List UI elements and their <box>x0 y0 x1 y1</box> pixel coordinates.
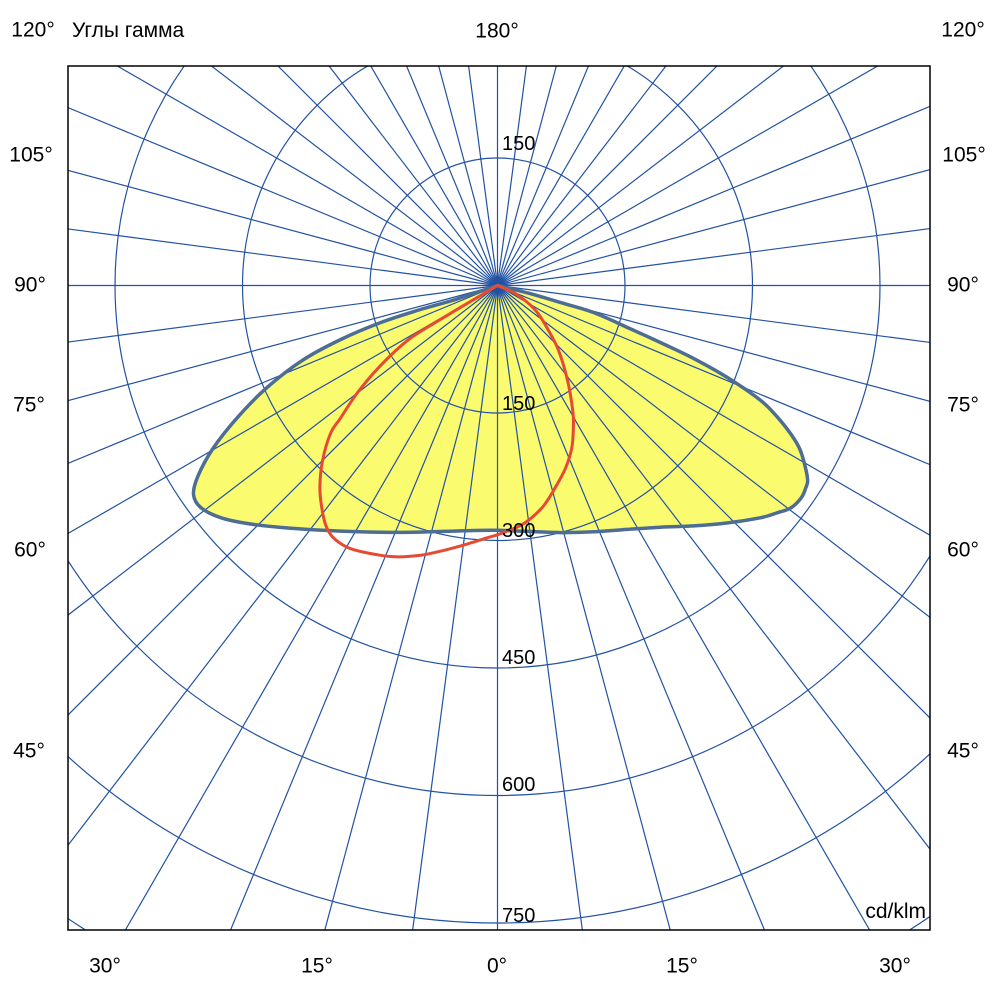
angle-label-left: 45° <box>13 739 45 763</box>
angle-label-top: 180° <box>475 19 519 43</box>
radial-line <box>412 285 499 930</box>
radial-line <box>68 284 498 535</box>
radial-line <box>497 66 667 286</box>
angle-label-right: 45° <box>947 739 979 763</box>
angle-label-top: 120° <box>941 18 985 42</box>
angle-label-right: 75° <box>947 393 979 417</box>
radial-line <box>496 66 590 286</box>
radial-line <box>497 284 930 344</box>
radial-line <box>277 66 498 286</box>
radial-line <box>68 284 498 402</box>
angle-label-right: 60° <box>947 538 979 562</box>
radial-line <box>68 284 498 343</box>
radial-line <box>68 228 498 287</box>
yellow-lobe-outline <box>191 283 810 535</box>
angle-label-left: 105° <box>9 143 53 167</box>
radial-line <box>497 66 785 286</box>
radial-line <box>328 66 498 286</box>
radial-line <box>68 285 498 616</box>
radial-line <box>68 169 498 287</box>
radial-line <box>68 284 498 465</box>
angle-label-right: 90° <box>947 273 979 297</box>
radial-line <box>229 285 499 930</box>
angle-label-bottom: 15° <box>666 954 698 978</box>
angle-label-right: 105° <box>942 143 986 167</box>
angle-label-bottom: 0° <box>486 954 508 978</box>
radial-line <box>497 66 879 287</box>
radial-line <box>496 66 625 286</box>
radial-line <box>405 66 499 286</box>
ring-label: 450 <box>502 647 535 669</box>
radial-line <box>497 227 930 287</box>
radial-line <box>497 285 930 719</box>
angle-label-bottom: 15° <box>301 954 333 978</box>
radial-line <box>497 66 718 286</box>
radial-line <box>497 105 930 287</box>
radial-line <box>324 285 499 930</box>
ring-label: 150 <box>502 133 535 155</box>
ring-label: 300 <box>502 520 535 542</box>
radial-line <box>370 66 499 286</box>
radial-line <box>68 106 498 287</box>
ring-label: 150 <box>502 393 535 415</box>
ring-label: 600 <box>502 774 535 796</box>
angle-label-bottom: 30° <box>89 954 121 978</box>
angle-label-bottom: 30° <box>879 954 911 978</box>
radial-line <box>496 285 766 930</box>
radial-line <box>124 285 499 930</box>
radial-line <box>210 66 498 286</box>
radial-line <box>496 285 871 930</box>
radial-line <box>116 66 498 287</box>
angle-label-left: 60° <box>14 538 46 562</box>
angle-label-left: 75° <box>13 393 45 417</box>
radial-line <box>497 284 930 466</box>
radial-line <box>496 285 583 930</box>
angle-label-left: 90° <box>14 273 46 297</box>
radial-line <box>497 284 930 536</box>
radial-line <box>497 285 930 851</box>
radial-line <box>497 285 930 619</box>
radial-line <box>68 285 498 847</box>
radial-line <box>497 284 930 403</box>
radial-line <box>467 66 499 286</box>
radial-line <box>496 66 557 286</box>
unit-label: cd/klm <box>865 900 926 923</box>
radial-line <box>496 66 528 286</box>
red-curve <box>318 284 576 559</box>
ring-label: 750 <box>502 905 535 927</box>
radial-line <box>68 285 498 716</box>
radial-line <box>438 66 499 286</box>
radial-line <box>496 285 671 930</box>
plot-frame <box>67 65 931 931</box>
angle-label-top: 120° <box>11 18 55 42</box>
chart-title: Углы гамма <box>72 19 185 42</box>
yellow-lobe-fill <box>193 285 808 533</box>
radial-line <box>497 168 930 287</box>
